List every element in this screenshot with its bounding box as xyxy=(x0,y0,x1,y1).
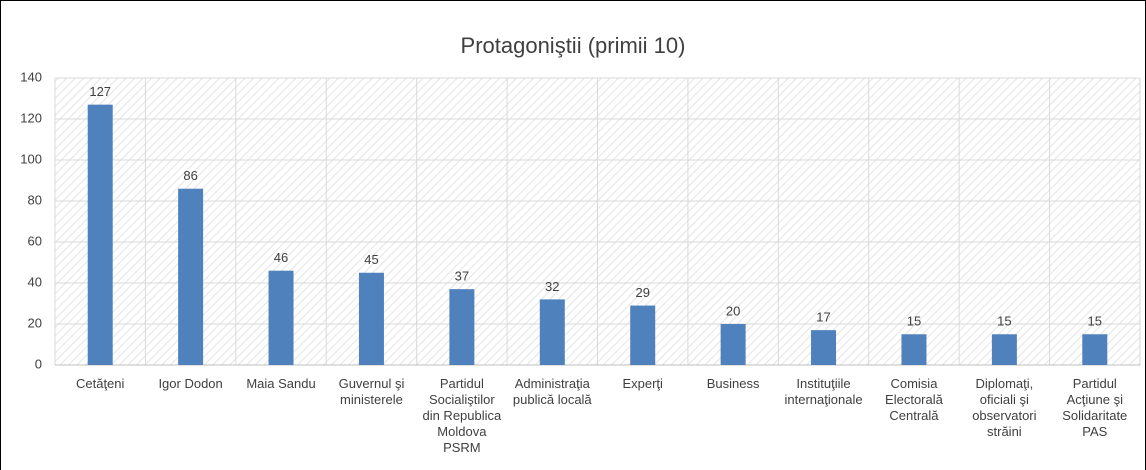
value-label: 86 xyxy=(183,168,197,183)
y-tick-label: 60 xyxy=(28,233,42,248)
bar xyxy=(1082,334,1108,365)
value-label: 127 xyxy=(89,84,111,99)
bar xyxy=(991,334,1017,365)
chart-title: Protagoniştii (primii 10) xyxy=(461,33,686,58)
x-tick-label: Partidul Socialiştilor din Republica Mol… xyxy=(422,376,502,455)
y-tick-label: 120 xyxy=(20,110,42,125)
x-tick-label: Maia Sandu xyxy=(246,376,316,391)
x-tick-label: Guvernul şi ministerele xyxy=(338,376,405,407)
value-label: 20 xyxy=(726,303,740,318)
value-label: 15 xyxy=(1088,314,1102,329)
value-label: 45 xyxy=(364,252,378,267)
x-tick-label: Cetăţeni xyxy=(75,376,125,391)
value-label: 29 xyxy=(635,285,649,300)
value-label: 46 xyxy=(274,250,288,265)
value-label: 32 xyxy=(545,279,559,294)
bar xyxy=(901,334,927,365)
bar xyxy=(811,330,837,365)
x-tick-label: Instituţiile internaţionale xyxy=(784,376,863,407)
y-tick-label: 0 xyxy=(35,356,42,371)
value-label: 37 xyxy=(455,269,469,284)
bar xyxy=(178,188,204,365)
bar xyxy=(539,299,565,365)
value-label: 17 xyxy=(816,310,830,325)
x-tick-label: Experţi xyxy=(622,376,663,391)
x-tick-label: Diplomaţi, oficiali şi observatori străi… xyxy=(972,376,1037,439)
y-tick-label: 100 xyxy=(20,151,42,166)
bar xyxy=(720,324,746,365)
x-tick-label: Business xyxy=(706,376,760,391)
x-tick-label: Administraţia publică locală xyxy=(512,376,592,407)
x-tick-label: Partidul Acţiune şi Solidaritate PAS xyxy=(1062,376,1128,439)
value-label: 15 xyxy=(907,314,921,329)
x-tick-label: Comisia Electorală Centrală xyxy=(885,376,943,423)
x-tick-label: Igor Dodon xyxy=(158,376,223,391)
y-tick-label: 20 xyxy=(28,315,42,330)
y-tick-label: 140 xyxy=(20,69,42,84)
value-label: 15 xyxy=(997,314,1011,329)
bar xyxy=(449,289,475,365)
bar xyxy=(268,270,294,365)
y-tick-label: 80 xyxy=(28,192,42,207)
bar xyxy=(630,305,656,365)
y-tick-label: 40 xyxy=(28,274,42,289)
bar xyxy=(358,272,384,365)
bar xyxy=(87,104,113,366)
